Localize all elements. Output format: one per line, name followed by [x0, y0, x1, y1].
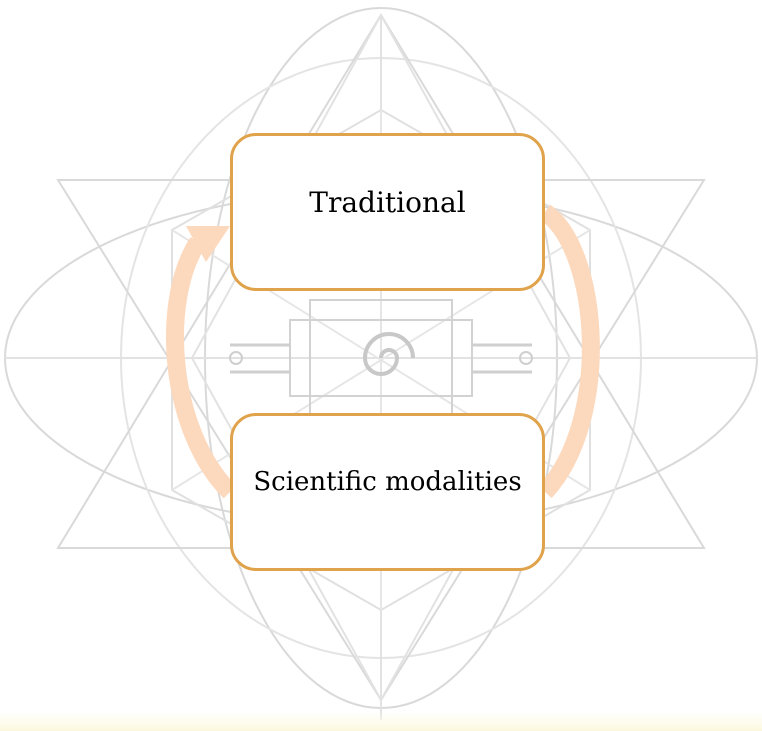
node-traditional: Traditional	[230, 133, 545, 291]
node-label-scientific-modalities: Scientific modalities	[253, 467, 522, 497]
node-label-traditional: Traditional	[309, 185, 466, 219]
node-scientific-modalities: Scientific modalities	[230, 413, 545, 571]
cycle-arrowhead	[186, 226, 230, 262]
bottom-highlight-band	[0, 712, 762, 731]
